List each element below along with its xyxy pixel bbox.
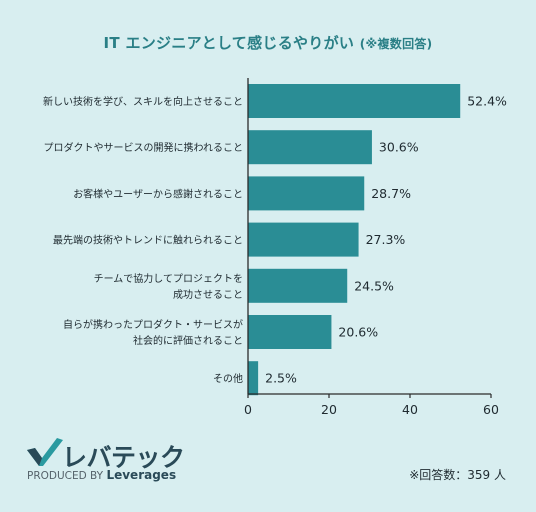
data-label-1: 52.4% (467, 94, 507, 109)
x-tick-label-4: 60 (483, 402, 499, 417)
brand-logo-text: レバテック (62, 443, 185, 472)
bar-7 (248, 361, 259, 396)
data-label-6: 20.6% (338, 325, 378, 340)
data-label-4: 27.3% (366, 232, 406, 247)
category-label-4: 最先端の技術やトレンドに触れられること (53, 234, 243, 247)
check-mark-icon (27, 438, 63, 466)
bar-3 (248, 176, 365, 211)
category-label-1: 新しい技術を学び、スキルを向上させること (43, 95, 243, 108)
respondent-count-note: ※回答数：359 人 (409, 468, 506, 482)
x-tick-label-1: 0 (244, 402, 252, 417)
category-label-3: お客様やユーザーから感謝されること (73, 187, 243, 200)
bar-1 (248, 84, 461, 118)
chart-title: IT エンジニアとして感じるやりがい (※複数回答) (0, 32, 536, 53)
bar-6 (248, 315, 332, 349)
bar-5 (248, 268, 348, 303)
produced-by-prefix: PRODUCED BY (27, 470, 104, 482)
chart-title-main: IT エンジニアとして感じるやりがい (103, 34, 355, 52)
chart-subtitle: (※複数回答) (359, 37, 433, 51)
data-label-7: 2.5% (265, 371, 297, 386)
produced-by-text: PRODUCED BY Leverages (27, 468, 176, 482)
category-label-7: その他 (213, 372, 243, 385)
bar-4 (248, 222, 359, 257)
x-tick-label-2: 20 (321, 402, 337, 417)
data-label-5: 24.5% (354, 278, 394, 293)
data-label-3: 28.7% (371, 186, 411, 201)
brand-logo: レバテック PRODUCED BY Leverages (27, 438, 185, 488)
x-tick-label-3: 40 (402, 402, 418, 417)
category-label-5: チームで協力してプロジェクトを成功させること (94, 272, 243, 301)
data-label-2: 30.6% (379, 140, 419, 155)
bar-2 (248, 130, 372, 165)
produced-by-name: Leverages (106, 468, 177, 482)
category-label-2: プロダクトやサービスの開発に携われること (44, 141, 244, 154)
category-label-6: 自らが携わったプロダクト・サービスが社会的に評価されること (63, 318, 243, 347)
